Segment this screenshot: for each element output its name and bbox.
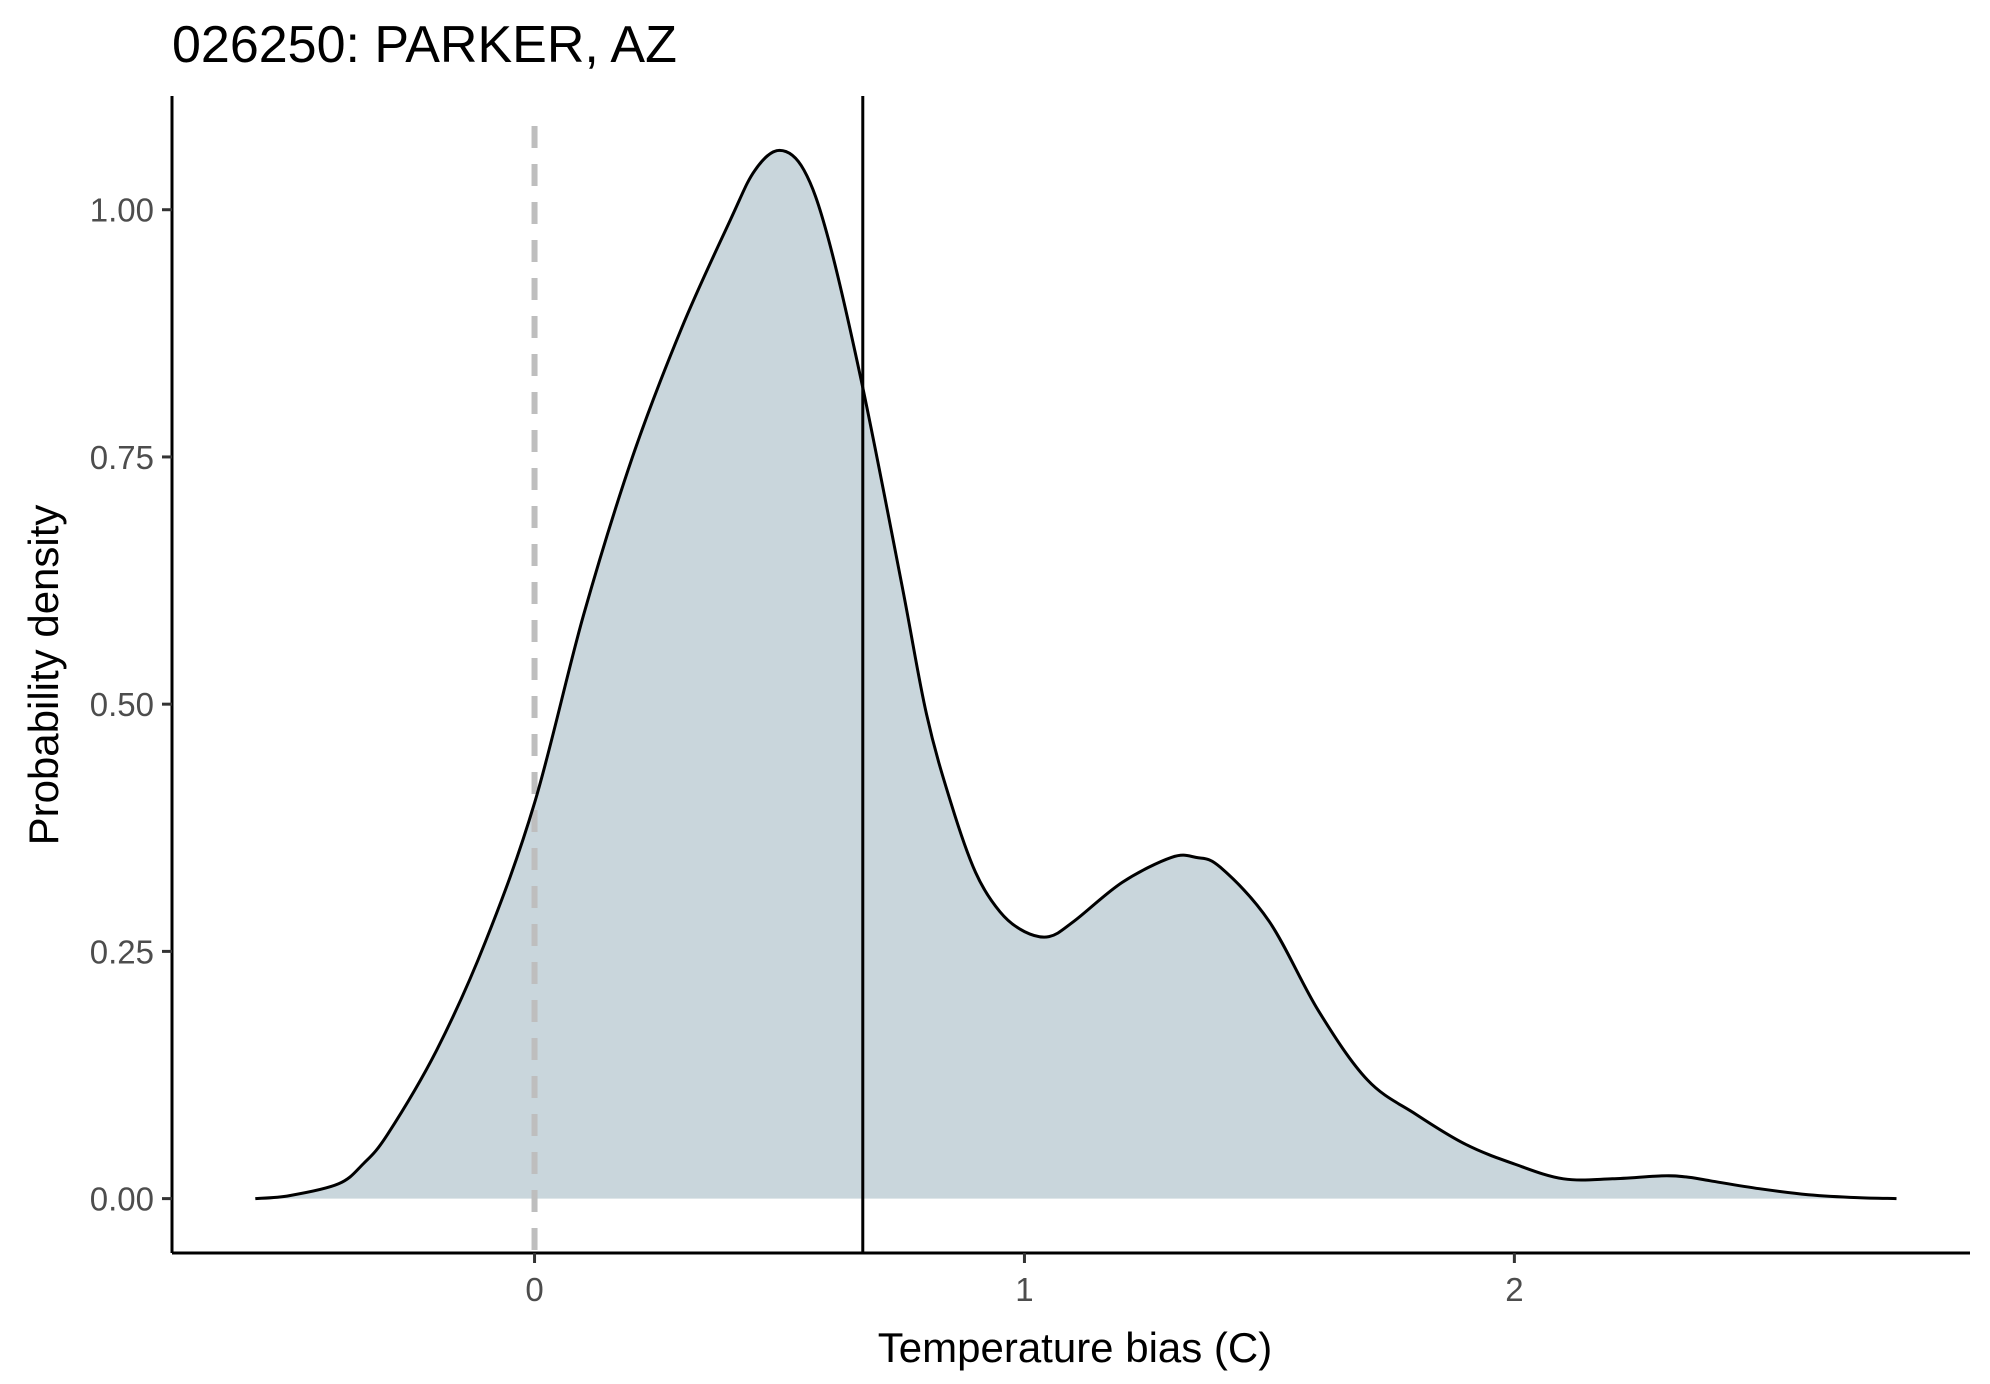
- x-tick-label: 1: [1015, 1271, 1033, 1308]
- x-tick-label: 0: [525, 1271, 543, 1308]
- axes: 0.00 0.25 0.50 0.75 1.00 0 1 2: [90, 96, 1970, 1308]
- chart-title: 026250: PARKER, AZ: [172, 16, 677, 74]
- y-tick-label: 0.50: [90, 686, 154, 723]
- y-tick-label: 0.25: [90, 933, 154, 970]
- y-tick-label: 1.00: [90, 192, 154, 229]
- x-tick-label: 2: [1505, 1271, 1523, 1308]
- y-axis-title: Probability density: [20, 505, 67, 846]
- x-axis-title: Temperature bias (C): [878, 1324, 1272, 1371]
- y-tick-label: 0.00: [90, 1181, 154, 1218]
- plot-area: [255, 96, 1897, 1253]
- y-tick-label: 0.75: [90, 439, 154, 476]
- density-area: [255, 150, 1897, 1199]
- density-curve: [255, 148, 1897, 1201]
